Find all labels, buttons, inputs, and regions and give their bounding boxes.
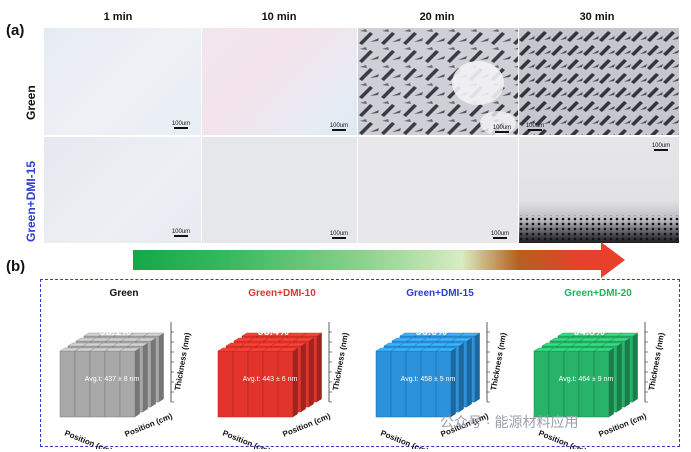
axis-label-x: Position (cm) [379,429,430,449]
crystal-edge-texture [519,215,679,243]
scalebar-label: 100um [171,121,191,127]
avg-thickness-label: Avg.t: 437 ± 8 nm [85,376,140,383]
micrograph-dmi15-1min: 100um [44,137,201,243]
chart-title: Green [110,288,139,299]
crystal-texture [519,28,679,135]
axis-label-thickness: Thickness (nm) [647,332,666,392]
time-progress-arrow [133,250,603,270]
micrograph-dmi15-10min: 100um [202,137,357,243]
micrograph-green-20min: 100um [358,28,518,135]
chart-title: Green+DMI-15 [406,288,474,299]
scalebar-label: 100um [329,231,349,237]
time-label-2: 10 min [261,11,297,23]
micrograph-dmi15-20min: 100um [358,137,518,243]
axis-label-thickness: Thickness (nm) [489,332,508,392]
coverage-label: ~96.6% [409,326,447,338]
axis-label-thickness: Thickness (nm) [173,332,192,392]
micrograph-dmi15-30min: 100um [519,137,679,243]
scalebar-label: 100um [651,143,671,149]
chart-title: Green+DMI-20 [564,288,632,299]
avg-thickness-label: Avg.t: 464 ± 9 nm [559,376,614,383]
axis-label-x: Position (cm) [221,429,272,449]
coverage-label: ~94.8% [567,326,605,338]
avg-thickness-label: Avg.t: 458 ± 5 nm [401,376,456,383]
scalebar-label: 100um [329,123,349,129]
scalebar-label: 100um [171,229,191,235]
micrograph-green-1min: 100um [44,28,201,135]
scalebar-label: 100um [490,231,510,237]
thickness-bar [119,347,141,418]
time-label-1: 1 min [103,11,133,23]
crystal-texture [358,28,518,135]
panel-a-letter: (a) [6,22,25,39]
time-label-4: 30 min [579,11,615,23]
thickness-bar [593,347,615,418]
axis-label-thickness: Thickness (nm) [331,332,350,392]
axis-label-x: Position (cm) [63,429,114,449]
time-label-3: 20 min [419,11,455,23]
micrograph-green-30min: 100um [519,28,679,135]
panel-b-letter: (b) [6,258,26,275]
arrow-head-icon [601,242,625,278]
thickness-bar [435,347,457,418]
row-label-green: Green [24,85,38,120]
thickness-bar [277,347,299,418]
coverage-label: ~95.4% [251,326,289,338]
watermark: 公众号 · 能源材料应用 [440,414,579,430]
thickness-charts: Green Thickness (nm) Position (cm) Position… [59,288,666,449]
coverage-label: ~95.1% [93,326,131,338]
micrograph-green-10min: 100um [202,28,357,135]
scalebar-label: 100um [525,123,545,129]
panel-b-frame [40,279,680,447]
row-label-green-dmi15: Green+DMI-15 [24,160,38,242]
avg-thickness-label: Avg.t: 443 ± 6 nm [243,376,298,383]
scalebar-label: 100um [492,125,512,131]
chart-title: Green+DMI-10 [248,288,316,299]
